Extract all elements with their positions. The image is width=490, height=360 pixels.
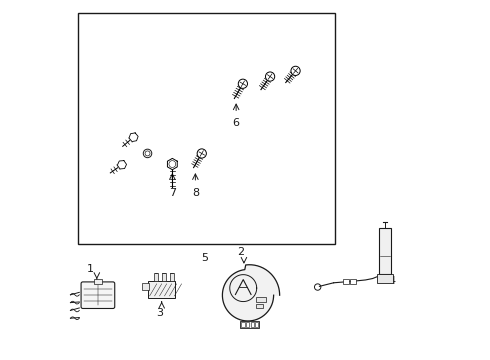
Bar bbox=[246, 322, 249, 327]
Bar bbox=[256, 297, 266, 302]
Circle shape bbox=[238, 79, 247, 88]
Bar bbox=[379, 228, 391, 274]
Bar bbox=[343, 279, 349, 284]
Bar bbox=[78, 13, 335, 244]
Bar bbox=[170, 273, 174, 281]
Bar bbox=[350, 279, 356, 284]
Bar bbox=[154, 273, 158, 281]
Text: 3: 3 bbox=[156, 307, 164, 318]
Circle shape bbox=[266, 72, 275, 81]
Text: 7: 7 bbox=[169, 188, 176, 198]
Bar bbox=[162, 273, 166, 281]
Bar bbox=[142, 283, 148, 290]
Bar bbox=[256, 304, 264, 307]
Polygon shape bbox=[117, 161, 126, 169]
Text: 1: 1 bbox=[87, 264, 94, 274]
Bar bbox=[377, 274, 393, 283]
Text: 6: 6 bbox=[233, 118, 240, 128]
Bar bbox=[94, 279, 102, 284]
Polygon shape bbox=[168, 158, 177, 170]
Bar bbox=[240, 321, 259, 328]
Text: 4: 4 bbox=[389, 276, 395, 286]
FancyBboxPatch shape bbox=[81, 282, 115, 309]
Bar bbox=[242, 322, 245, 327]
Polygon shape bbox=[129, 133, 138, 141]
Circle shape bbox=[291, 66, 300, 76]
Text: 2: 2 bbox=[237, 247, 245, 257]
Text: 5: 5 bbox=[201, 253, 208, 263]
Bar bbox=[148, 281, 175, 298]
Bar bbox=[255, 322, 258, 327]
Circle shape bbox=[197, 149, 206, 158]
Text: 8: 8 bbox=[192, 188, 199, 198]
Polygon shape bbox=[222, 265, 280, 321]
Bar bbox=[251, 322, 254, 327]
Circle shape bbox=[143, 149, 152, 158]
